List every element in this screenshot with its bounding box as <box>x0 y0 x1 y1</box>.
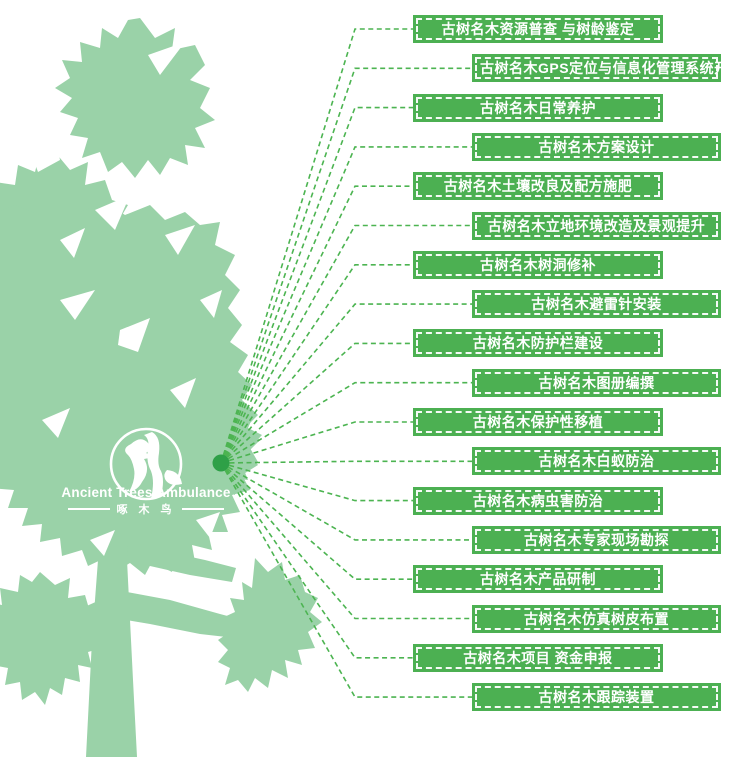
subtitle-right-rule <box>181 508 224 510</box>
connector-line-15 <box>220 462 413 581</box>
service-banner-label: 古树名木产品研制 <box>480 571 596 588</box>
connector-line-16 <box>220 462 472 620</box>
service-banner-10: 古树名木图册编撰 <box>472 368 721 397</box>
connector-line-7 <box>220 263 413 464</box>
tree-silhouette <box>0 18 322 757</box>
service-banner-label: 古树名木日常养护 <box>480 99 596 116</box>
service-banner-label: 古树名木避雷针安装 <box>531 296 662 313</box>
service-banner-15: 古树名木产品研制 <box>413 565 663 594</box>
connector-line-9 <box>220 342 413 464</box>
logo-title: Ancient Trees Ambulance <box>61 485 231 500</box>
connector-line-10 <box>220 381 472 464</box>
hub-dot <box>212 454 230 472</box>
service-banner-6: 古树名木立地环境改造及景观提升 <box>472 211 721 240</box>
connector-line-6 <box>220 224 472 464</box>
connector-line-14 <box>220 462 472 541</box>
connector-line-12 <box>220 460 472 464</box>
connector-line-3 <box>220 106 413 464</box>
service-banner-14: 古树名木专家现场勘探 <box>472 525 721 554</box>
subtitle-left-rule <box>68 508 111 510</box>
logo-subtitle: 啄 木 鸟 <box>46 501 246 517</box>
service-banner-13: 古树名木病虫害防治 <box>413 486 663 515</box>
service-banner-12: 古树名木白蚁防治 <box>472 447 721 476</box>
service-banner-label: 古树名木病虫害防治 <box>472 492 604 509</box>
service-banner-5: 古树名木土壤改良及配方施肥 <box>413 172 663 201</box>
service-banner-1: 古树名木资源普查 与树龄鉴定 <box>413 15 663 43</box>
service-banner-label: 古树名木土壤改良及配方施肥 <box>443 178 633 195</box>
service-banner-label: 古树名木白蚁防治 <box>538 453 655 470</box>
service-banner-3: 古树名木日常养护 <box>413 93 663 122</box>
service-banner-18: 古树名木跟踪装置 <box>472 683 721 712</box>
connector-line-4 <box>220 146 472 464</box>
service-banner-2: 古树名木GPS定位与信息化管理系统开发 <box>472 54 744 83</box>
service-banner-16: 古树名木仿真树皮布置 <box>472 604 721 633</box>
connector-line-8 <box>220 303 472 464</box>
connector-lines <box>220 28 472 698</box>
service-banner-label: 古树名木专家现场勘探 <box>524 531 669 548</box>
service-banner-17: 古树名木项目 资金申报 <box>413 643 663 672</box>
service-banner-label: 古树名木防护栏建设 <box>472 335 604 352</box>
service-banner-label: 古树名木方案设计 <box>538 138 655 155</box>
connector-line-18 <box>220 462 472 698</box>
service-banner-label: 古树名木GPS定位与信息化管理系统开发 <box>480 60 744 77</box>
service-banner-7: 古树名木树洞修补 <box>413 250 663 279</box>
connector-line-2 <box>220 67 472 464</box>
service-banner-label: 古树名木树洞修补 <box>480 256 596 273</box>
woodpecker-logo-icon <box>109 427 183 501</box>
service-banner-label: 古树名木项目 资金申报 <box>463 649 613 666</box>
service-banner-8: 古树名木避雷针安装 <box>472 290 721 319</box>
logo-subtitle-text: 啄 木 鸟 <box>116 504 176 516</box>
connector-line-1 <box>220 28 413 464</box>
service-banner-label: 古树名木保护性移植 <box>472 414 604 430</box>
connector-line-13 <box>220 462 413 502</box>
service-banner-9: 古树名木防护栏建设 <box>413 329 663 358</box>
service-banner-label: 古树名木跟踪装置 <box>538 689 655 706</box>
service-banner-label: 古树名木图册编撰 <box>538 374 655 391</box>
service-banner-4: 古树名木方案设计 <box>472 132 721 161</box>
connector-line-5 <box>220 185 413 464</box>
connector-line-11 <box>220 421 413 464</box>
service-banner-label: 古树名木立地环境改造及景观提升 <box>487 217 706 234</box>
connector-line-17 <box>220 462 413 659</box>
service-banner-11: 古树名木保护性移植 <box>413 408 663 436</box>
service-banner-label: 古树名木资源普查 与树龄鉴定 <box>441 21 635 37</box>
service-banner-label: 古树名木仿真树皮布置 <box>524 610 669 627</box>
